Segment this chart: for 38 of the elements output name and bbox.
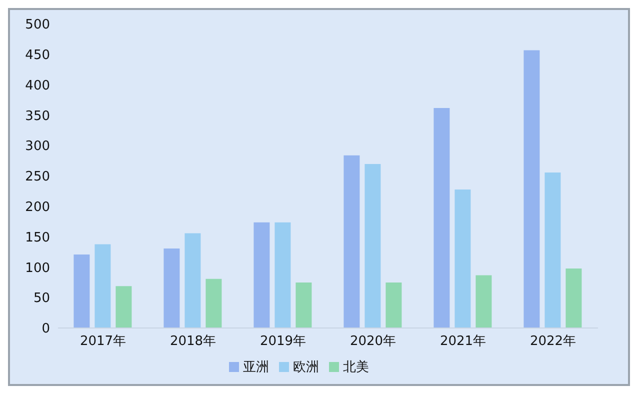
- x-tick-label: 2018年: [170, 334, 216, 350]
- x-tick-label: 2021年: [440, 334, 486, 350]
- bar: [476, 275, 492, 328]
- y-tick-label: 400: [25, 78, 50, 94]
- bar: [206, 278, 222, 328]
- y-tick-label: 0: [42, 322, 50, 337]
- bar: [116, 286, 132, 328]
- bar: [544, 172, 561, 328]
- legend-label: 欧洲: [293, 360, 319, 375]
- y-tick-label: 300: [25, 139, 50, 154]
- bar: [454, 189, 471, 328]
- y-tick-label: 250: [25, 170, 50, 185]
- bar: [364, 164, 381, 328]
- y-tick-label: 100: [25, 260, 50, 276]
- y-tick-label: 500: [25, 18, 50, 33]
- bar: [344, 155, 360, 328]
- bar: [164, 248, 180, 328]
- bar: [74, 254, 90, 328]
- bar: [184, 233, 201, 328]
- y-tick-label: 350: [25, 108, 50, 124]
- bar: [566, 268, 582, 328]
- bar: [274, 222, 291, 328]
- y-tick-label: 200: [25, 200, 50, 216]
- y-tick-label: 450: [25, 48, 50, 64]
- bar: [94, 244, 111, 328]
- y-tick-label: 150: [25, 230, 50, 246]
- legend-label: 亚洲: [243, 360, 269, 375]
- x-tick-label: 2017年: [80, 334, 126, 350]
- x-tick-label: 2020年: [350, 334, 396, 350]
- bar: [434, 108, 450, 328]
- x-tick-label: 2022年: [530, 334, 576, 350]
- bar: [524, 50, 540, 328]
- bar: [254, 222, 270, 328]
- legend-label: 北美: [343, 360, 369, 375]
- bar: [296, 282, 312, 328]
- y-tick-label: 50: [33, 291, 50, 306]
- bar: [386, 282, 402, 328]
- x-tick-label: 2019年: [260, 334, 306, 350]
